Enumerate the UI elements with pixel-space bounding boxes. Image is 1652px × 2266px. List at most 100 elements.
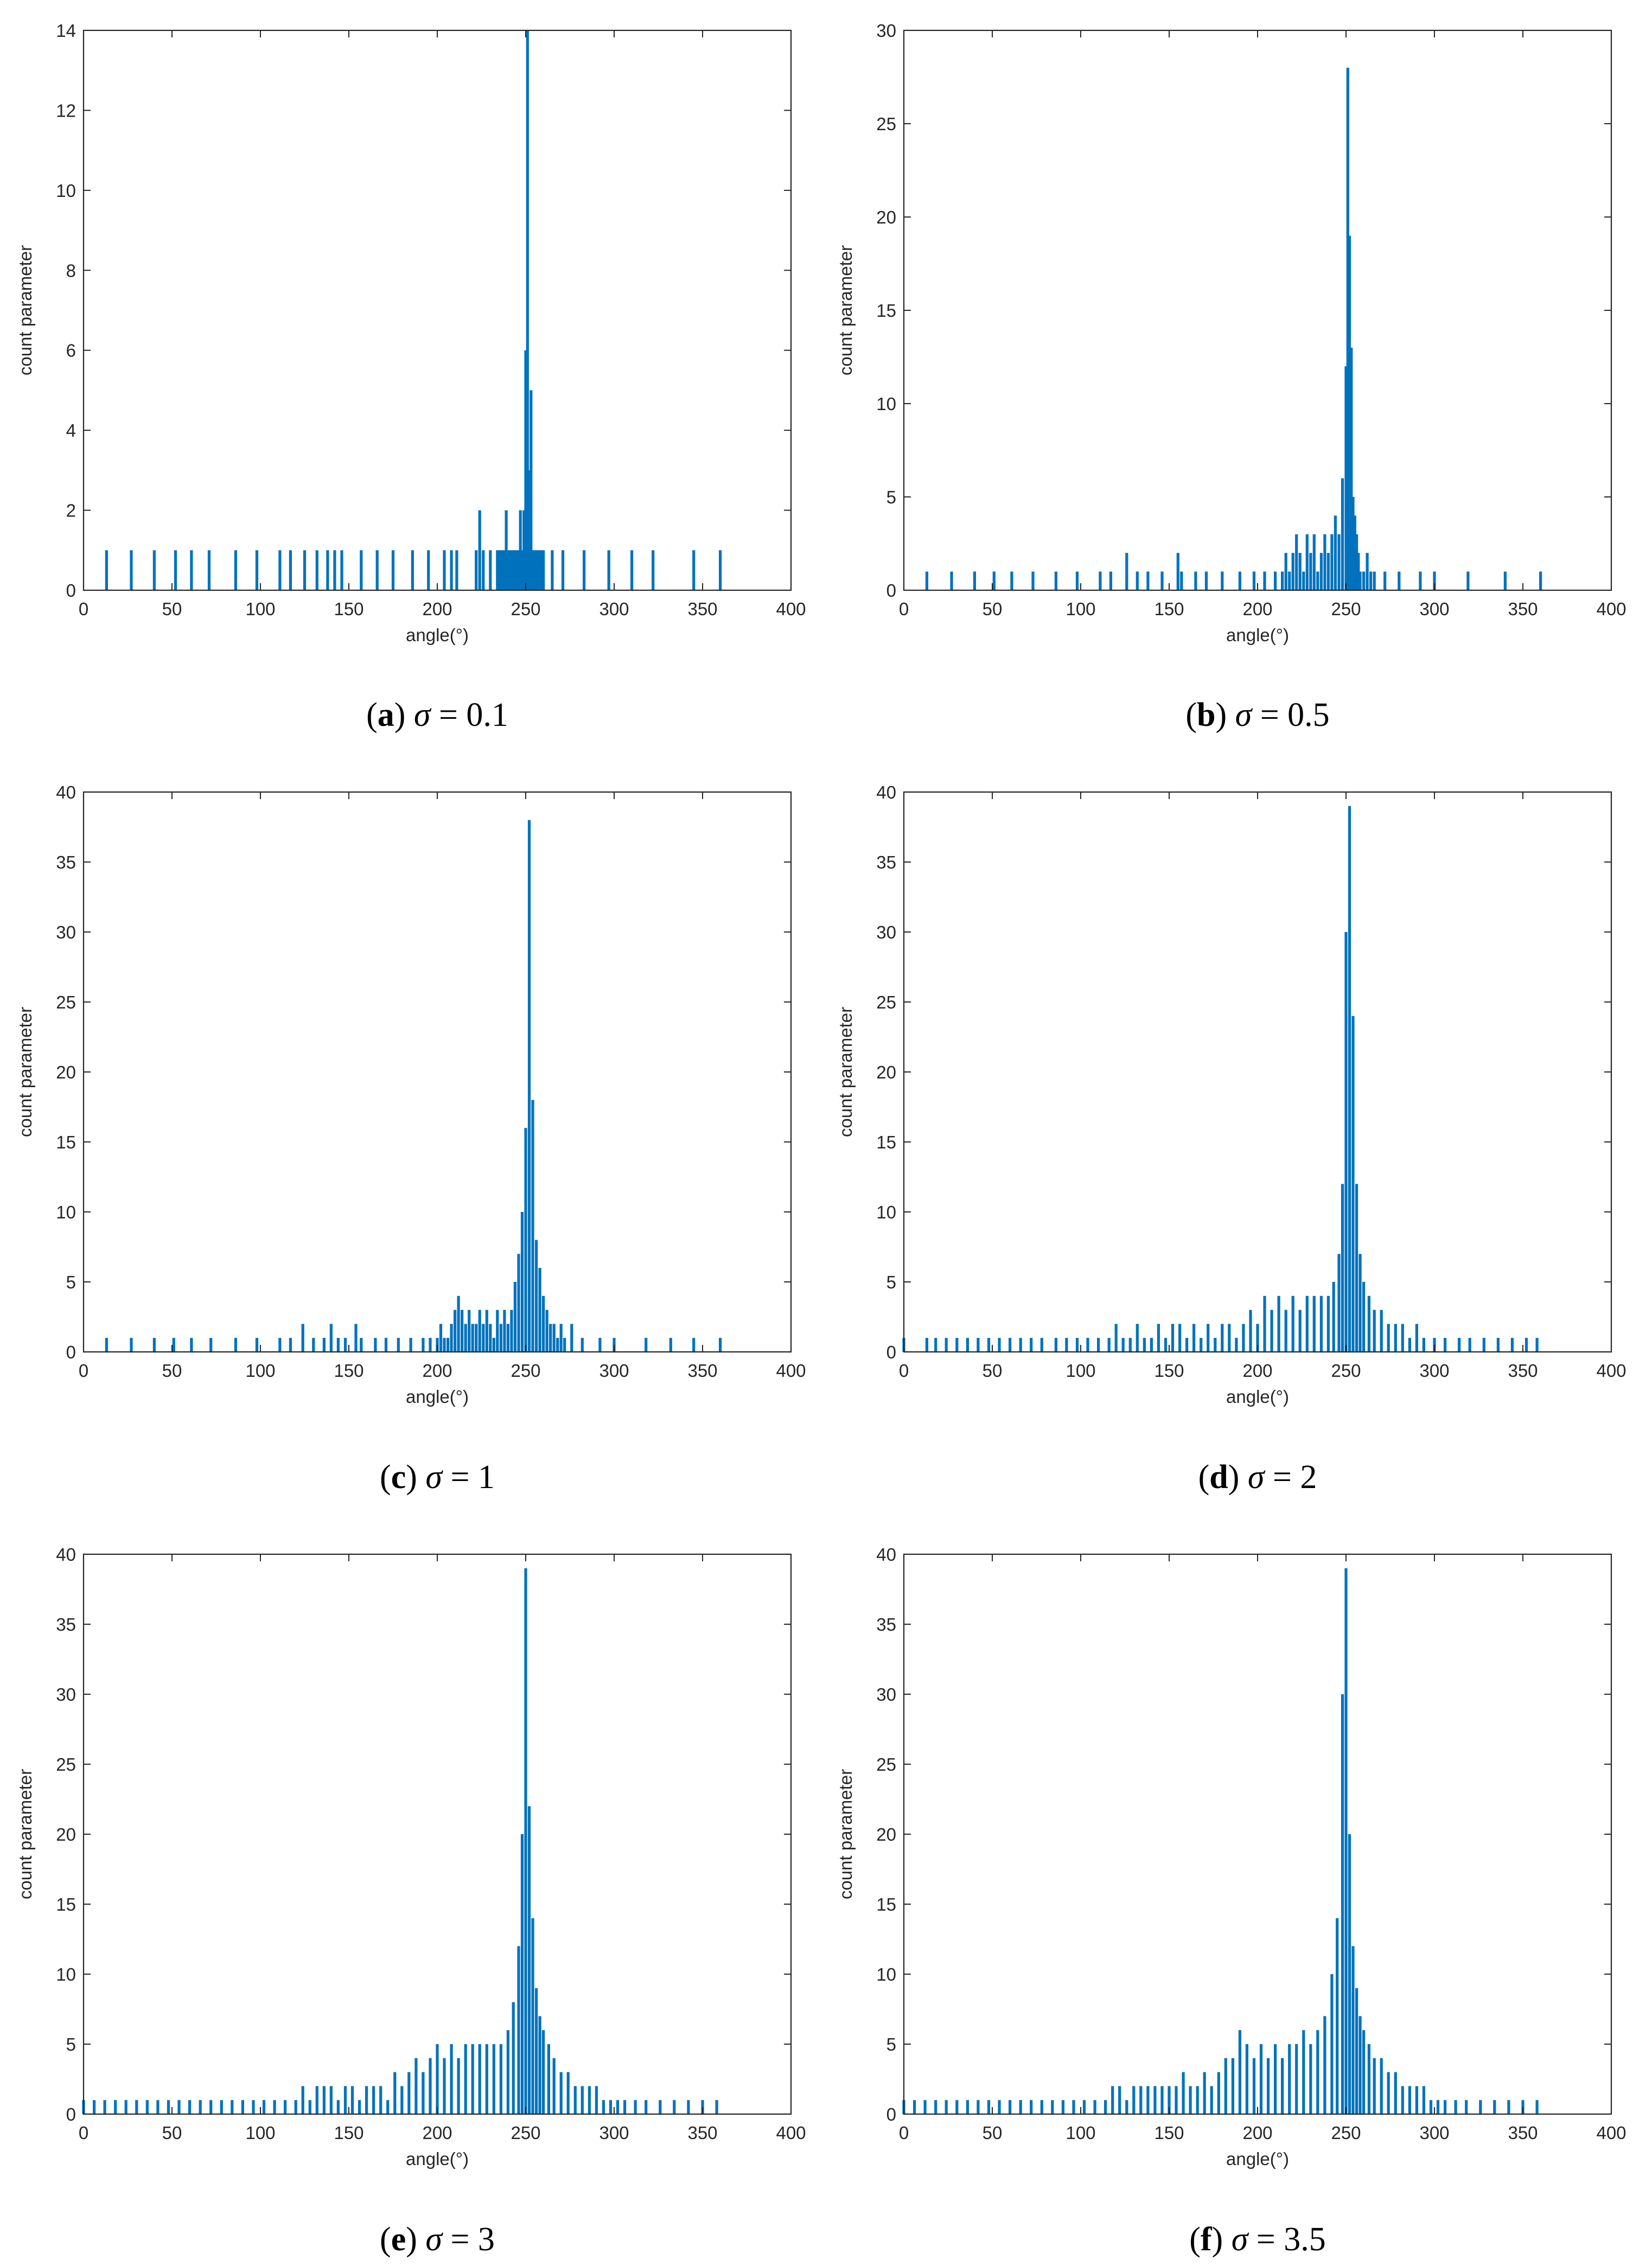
plot-area — [84, 1554, 791, 2114]
bar — [1535, 2100, 1539, 2114]
bar — [1194, 571, 1197, 590]
bar — [987, 1338, 991, 1352]
bar — [475, 1324, 478, 1352]
bar — [450, 1324, 453, 1352]
y-tick-label: 20 — [56, 1062, 76, 1082]
bar — [1344, 366, 1348, 590]
panel-caption: (b) σ = 0.5 — [1185, 697, 1329, 733]
bar — [645, 1338, 648, 1352]
bar — [1367, 2044, 1370, 2114]
bar — [1192, 1324, 1196, 1352]
bar — [1284, 1310, 1287, 1352]
y-tick-label: 20 — [876, 207, 896, 227]
y-tick-label: 0 — [886, 580, 896, 601]
y-tick-label: 25 — [56, 1754, 76, 1774]
bar — [561, 550, 565, 590]
bar — [1274, 571, 1277, 590]
bar — [1160, 2086, 1164, 2114]
y-tick-label: 10 — [56, 1964, 76, 1984]
bar — [278, 1338, 282, 1352]
bar — [365, 2086, 368, 2114]
y-tick-label: 12 — [56, 100, 76, 120]
bar — [315, 2086, 318, 2114]
y-tick-label: 30 — [56, 922, 76, 942]
bar — [923, 2100, 927, 2114]
caption-letter: e — [391, 2221, 406, 2258]
bar — [535, 550, 538, 590]
bar — [1493, 2100, 1496, 2114]
bar — [1204, 571, 1208, 590]
bar — [1350, 347, 1353, 590]
bar — [1346, 67, 1349, 591]
caption-paren-open: ( — [1189, 2221, 1201, 2258]
bar — [719, 1338, 722, 1352]
y-tick-label: 25 — [56, 992, 76, 1012]
bar — [1387, 1324, 1390, 1352]
bar — [386, 2100, 390, 2114]
caption-value: = 3 — [442, 2221, 495, 2258]
bar — [630, 550, 634, 590]
bar — [1185, 1338, 1189, 1352]
bar — [1072, 2100, 1075, 2114]
x-tick-label: 400 — [776, 599, 806, 619]
bar — [1316, 2030, 1319, 2114]
bar — [512, 550, 515, 590]
caption-sigma: σ — [414, 697, 432, 733]
bar — [1419, 571, 1422, 590]
bar — [391, 550, 395, 590]
caption-letter: f — [1201, 2221, 1213, 2258]
x-tick-label: 50 — [983, 599, 1003, 619]
x-tick-label: 300 — [599, 2123, 629, 2143]
bar — [1466, 571, 1470, 590]
bar — [1302, 2030, 1305, 2114]
panel-caption: (d) σ = 2 — [1198, 1459, 1317, 1496]
x-axis-label: angle(°) — [1226, 1387, 1289, 1407]
bar — [1305, 534, 1309, 590]
plot-area — [904, 1554, 1611, 2114]
y-tick-label: 20 — [56, 1824, 76, 1844]
bar — [358, 2100, 361, 2114]
bar — [1031, 571, 1035, 590]
bar — [538, 1268, 541, 1352]
panel-c: 0 50 100 150 200 250 300 350 400 0 5 10 15 20 25 30 35 40… — [15, 782, 806, 1496]
bar — [520, 1212, 524, 1352]
bar — [1468, 1338, 1471, 1352]
x-tick-label: 200 — [422, 599, 452, 619]
caption-sigma: σ — [1235, 697, 1253, 733]
bar — [598, 1338, 602, 1352]
bar — [478, 510, 481, 590]
y-axis-label: count parameter — [835, 1769, 856, 1899]
bar — [1358, 571, 1362, 590]
y-tick-label: 25 — [876, 1754, 896, 1774]
bar — [1341, 1184, 1344, 1352]
bar — [429, 2058, 432, 2114]
bar — [527, 820, 531, 1352]
y-tick-label: 30 — [876, 21, 896, 41]
bar — [1326, 1295, 1330, 1352]
bar — [1503, 571, 1507, 590]
y-tick-label: 40 — [876, 782, 896, 802]
x-tick-label: 250 — [511, 599, 540, 619]
x-tick-label: 200 — [1242, 2123, 1272, 2143]
bar — [645, 2100, 648, 2114]
bar — [1121, 1338, 1125, 1352]
bar — [510, 550, 513, 590]
bar — [687, 2100, 690, 2114]
bar — [524, 1128, 527, 1352]
bar — [506, 1324, 509, 1352]
bar — [520, 1834, 524, 2114]
caption-paren-open: ( — [366, 697, 378, 733]
bar — [517, 550, 520, 590]
y-tick-label: 40 — [56, 1544, 76, 1565]
bar — [375, 550, 379, 590]
bar — [1539, 571, 1542, 590]
x-tick-label: 350 — [687, 1361, 717, 1381]
bar — [130, 550, 133, 590]
bar — [1326, 553, 1330, 590]
x-tick-label: 0 — [79, 599, 88, 619]
y-tick-label: 5 — [886, 2034, 896, 2054]
bars-f — [902, 1568, 1539, 2114]
bar — [489, 550, 492, 590]
bar — [527, 470, 531, 590]
bar — [156, 2100, 160, 2114]
